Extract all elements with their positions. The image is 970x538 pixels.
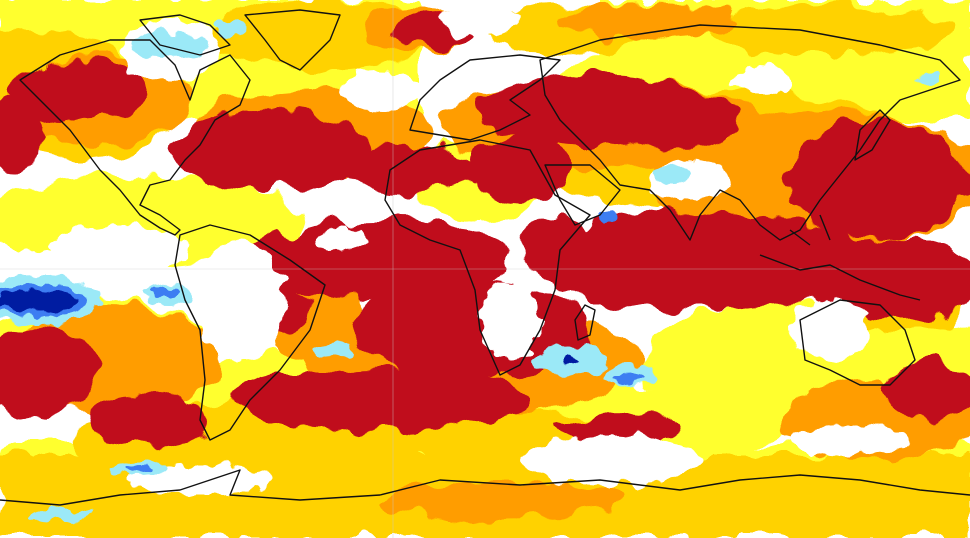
anomaly-layer-extreme-warm — [0, 14, 970, 445]
anomaly-layer-coldest — [0, 289, 578, 366]
coastlines — [0, 9, 970, 506]
coast-madagascar — [574, 304, 596, 341]
coast-indonesia — [759, 214, 921, 301]
coast-antarctica — [0, 469, 970, 506]
coast-greenland — [244, 9, 341, 71]
coast-australia — [799, 299, 916, 386]
coast-africa — [384, 139, 591, 376]
anomaly-layer-neutral — [0, 2, 910, 495]
coast-arctic-islands — [139, 14, 231, 56]
coast-asia — [539, 24, 961, 241]
coast-north-america — [19, 39, 251, 236]
coast-japan — [854, 109, 891, 161]
coast-south-america — [174, 224, 326, 441]
coast-arabia — [544, 164, 621, 226]
coast-europe — [409, 54, 561, 141]
